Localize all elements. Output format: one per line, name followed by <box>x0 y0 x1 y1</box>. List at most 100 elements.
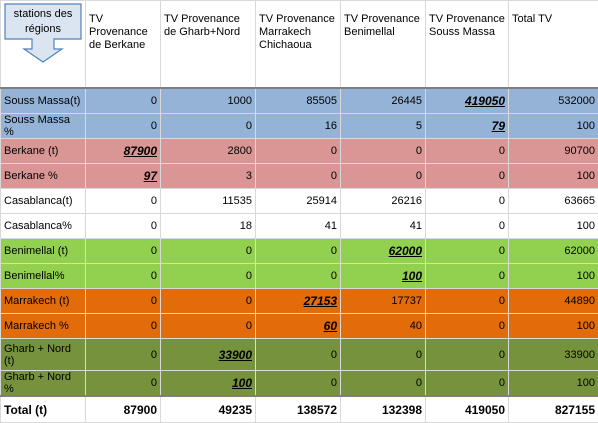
column-header: Total TV <box>508 0 598 89</box>
cell: 97 <box>85 163 161 189</box>
row-label: Marrakech % <box>0 313 86 339</box>
cell: 0 <box>340 163 426 189</box>
callout: stations des régions <box>4 3 82 63</box>
row-label: Gharb + Nord % <box>0 370 86 397</box>
table-body: Souss Massa(t) 0 1000 85505 26445 419050 53200… <box>0 87 598 423</box>
row-label: Marrakech (t) <box>0 288 86 314</box>
table-row: Berkane % 97 3 0 0 0 100 <box>0 163 598 189</box>
table-row: Marrakech (t) 0 0 27153 17737 0 44890 <box>0 288 598 314</box>
cell: 0 <box>255 238 341 264</box>
cell: 100 <box>508 263 598 289</box>
cell: 0 <box>340 138 426 164</box>
total-cell: 827155 <box>508 395 598 423</box>
cell: 0 <box>425 163 509 189</box>
cell: 0 <box>85 313 161 339</box>
table-row: Gharb + Nord (t) 0 33900 0 0 0 33900 <box>0 338 598 371</box>
cell: 0 <box>85 338 161 371</box>
total-row: Total (t) 87900 49235 138572 132398 419050 827… <box>0 395 598 423</box>
callout-text: stations des régions <box>13 8 73 35</box>
cell: 87900 <box>85 138 161 164</box>
row-label: Benimellal% <box>0 263 86 289</box>
table-row: Casablanca(t) 0 11535 25914 26216 0 63665 <box>0 188 598 214</box>
cell: 0 <box>160 263 256 289</box>
column-header: TV Provenance de Berkane <box>85 0 161 89</box>
cell: 0 <box>85 238 161 264</box>
column-header: TV Provenance Marrakech Chichaoua <box>255 0 341 89</box>
cell: 0 <box>340 370 426 397</box>
column-header: TV Provenance de Gharb+Nord <box>160 0 256 89</box>
cell: 0 <box>255 138 341 164</box>
row-label: Gharb + Nord (t) <box>0 338 86 371</box>
cell: 100 <box>160 370 256 397</box>
total-cell: 49235 <box>160 395 256 423</box>
callout-shape <box>4 3 82 63</box>
cell: 0 <box>425 238 509 264</box>
cell: 0 <box>160 113 256 139</box>
row-label: Souss Massa(t) <box>0 87 86 114</box>
row-label: Casablanca% <box>0 213 86 239</box>
cell: 100 <box>340 263 426 289</box>
row-label: Casablanca(t) <box>0 188 86 214</box>
column-header: TV Provenance Souss Massa <box>425 0 509 89</box>
cell: 26216 <box>340 188 426 214</box>
cell: 26445 <box>340 87 426 114</box>
cell: 0 <box>425 138 509 164</box>
cell: 27153 <box>255 288 341 314</box>
cell: 33900 <box>160 338 256 371</box>
cell: 0 <box>425 188 509 214</box>
cell: 79 <box>425 113 509 139</box>
column-header: TV Provenance Benimellal <box>340 0 426 89</box>
cell: 0 <box>160 238 256 264</box>
cell: 0 <box>85 87 161 114</box>
cell: 62000 <box>340 238 426 264</box>
cell: 532000 <box>508 87 598 114</box>
corner-cell: stations des régions <box>0 0 86 89</box>
cell: 62000 <box>508 238 598 264</box>
cell: 0 <box>255 370 341 397</box>
cell: 0 <box>160 313 256 339</box>
cell: 0 <box>425 338 509 371</box>
cell: 44890 <box>508 288 598 314</box>
cell: 85505 <box>255 87 341 114</box>
cell: 25914 <box>255 188 341 214</box>
cell: 0 <box>425 213 509 239</box>
table-row: Gharb + Nord % 0 100 0 0 0 100 <box>0 370 598 397</box>
header-row: stations des régions TV Provenance de Be… <box>0 0 598 89</box>
cell: 0 <box>160 288 256 314</box>
cell: 100 <box>508 163 598 189</box>
cell: 0 <box>255 163 341 189</box>
cell: 100 <box>508 370 598 397</box>
cell: 2800 <box>160 138 256 164</box>
cell: 41 <box>255 213 341 239</box>
table-row: Souss Massa % 0 0 16 5 79 100 <box>0 113 598 139</box>
cell: 3 <box>160 163 256 189</box>
row-label: Berkane % <box>0 163 86 189</box>
cell: 0 <box>255 338 341 371</box>
table-row: Casablanca% 0 18 41 41 0 100 <box>0 213 598 239</box>
cell: 90700 <box>508 138 598 164</box>
table-row: Souss Massa(t) 0 1000 85505 26445 419050 53200… <box>0 87 598 114</box>
total-cell: 138572 <box>255 395 341 423</box>
cell: 0 <box>85 213 161 239</box>
table-row: Benimellal% 0 0 0 100 0 100 <box>0 263 598 289</box>
cell: 0 <box>85 188 161 214</box>
cell: 0 <box>340 338 426 371</box>
cell: 0 <box>425 263 509 289</box>
total-label: Total (t) <box>0 395 86 423</box>
table-row: Benimellal (t) 0 0 0 62000 0 62000 <box>0 238 598 264</box>
cell: 0 <box>425 370 509 397</box>
cell: 419050 <box>425 87 509 114</box>
row-label: Benimellal (t) <box>0 238 86 264</box>
cell: 41 <box>340 213 426 239</box>
cell: 0 <box>425 288 509 314</box>
cell: 16 <box>255 113 341 139</box>
row-label: Berkane (t) <box>0 138 86 164</box>
cell: 63665 <box>508 188 598 214</box>
cell: 0 <box>85 263 161 289</box>
cell: 5 <box>340 113 426 139</box>
cell: 0 <box>85 288 161 314</box>
total-cell: 132398 <box>340 395 426 423</box>
row-label: Souss Massa % <box>0 113 86 139</box>
